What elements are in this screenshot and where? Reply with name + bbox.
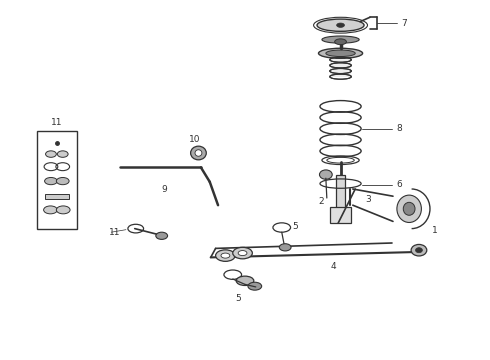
Ellipse shape — [411, 244, 427, 256]
Ellipse shape — [46, 151, 56, 157]
Text: 11: 11 — [51, 118, 63, 127]
Ellipse shape — [156, 232, 168, 239]
Ellipse shape — [416, 248, 422, 253]
Ellipse shape — [317, 19, 364, 31]
Ellipse shape — [195, 150, 202, 156]
Ellipse shape — [318, 48, 363, 58]
Text: 5: 5 — [235, 294, 241, 303]
Bar — [330, 57, 351, 77]
Bar — [37, 131, 77, 229]
Ellipse shape — [248, 282, 262, 290]
Ellipse shape — [335, 39, 346, 45]
Ellipse shape — [233, 247, 252, 259]
Ellipse shape — [57, 151, 68, 157]
Ellipse shape — [221, 253, 230, 258]
Ellipse shape — [403, 202, 415, 215]
Ellipse shape — [337, 23, 344, 27]
Ellipse shape — [279, 244, 291, 251]
Text: 8: 8 — [396, 124, 402, 133]
Text: 9: 9 — [162, 184, 168, 194]
Ellipse shape — [236, 276, 254, 285]
Ellipse shape — [44, 206, 57, 214]
Text: 4: 4 — [331, 262, 336, 271]
Text: 5: 5 — [293, 222, 298, 231]
Ellipse shape — [397, 195, 421, 222]
Text: 7: 7 — [401, 18, 407, 27]
Text: 1: 1 — [432, 226, 438, 235]
Ellipse shape — [216, 250, 235, 261]
Ellipse shape — [191, 146, 206, 160]
Bar — [336, 175, 345, 209]
Bar — [330, 207, 351, 223]
Ellipse shape — [322, 36, 359, 43]
Ellipse shape — [238, 251, 247, 256]
Ellipse shape — [45, 177, 57, 185]
Ellipse shape — [56, 177, 69, 185]
Ellipse shape — [319, 170, 332, 179]
Bar — [45, 194, 69, 199]
Text: 6: 6 — [396, 180, 402, 189]
Text: 11: 11 — [109, 228, 121, 237]
Ellipse shape — [56, 206, 70, 214]
Text: 3: 3 — [365, 195, 371, 204]
Text: 2: 2 — [318, 197, 324, 206]
Ellipse shape — [326, 50, 355, 57]
Text: 10: 10 — [189, 135, 200, 144]
